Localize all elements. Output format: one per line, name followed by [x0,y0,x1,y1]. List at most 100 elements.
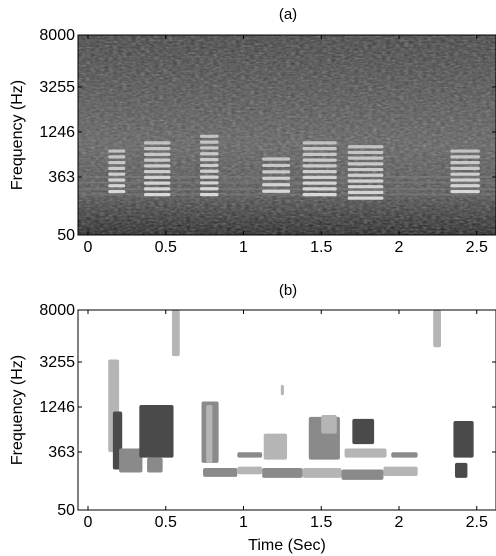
harmonic-stripe [450,155,480,159]
segment-light [321,415,337,434]
harmonic-stripe [199,158,219,162]
harmonic-stripe [450,161,480,165]
background-streak [78,188,496,191]
harmonic-stripe [143,147,171,151]
harmonic-stripe [108,155,126,159]
y-axis-label-b: Frequency (Hz) [9,355,26,465]
y-tick-label: 1246 [39,399,75,416]
y-tick-label: 50 [57,227,75,244]
x-tick-label: 1.5 [310,514,332,531]
segment-dark [139,405,174,458]
harmonic-stripe [199,163,219,168]
segment-mid [203,468,238,477]
harmonic-stripe [347,179,384,183]
harmonic-stripe [450,166,480,171]
harmonic-stripe [347,173,384,177]
harmonic-stripe [143,187,171,191]
harmonic-stripe [108,161,126,165]
segment-light [383,466,418,476]
y-tick-label: 3255 [39,79,75,96]
harmonic-stripe [143,175,171,179]
harmonic-stripe [302,152,337,156]
panel-b-title: (b) [279,282,297,299]
harmonic-stripe [302,147,337,151]
harmonic-stripe [143,158,171,162]
harmonic-stripe [450,178,480,182]
harmonic-stripe [199,181,219,185]
harmonic-stripe [199,152,219,156]
x-tick-label: 2 [395,514,404,531]
harmonic-stripe [450,189,480,194]
background-streak [78,193,496,196]
harmonic-stripe [302,187,337,191]
segment-light [263,433,288,460]
x-axis-label: Time (Sec) [248,537,326,554]
segment-mid [262,468,303,478]
x-tick-label: 0 [84,239,93,256]
x-tick-label: 0 [84,514,93,531]
segment-mid [119,448,143,473]
x-tick-label: 0.5 [155,239,177,256]
y-tick-label: 50 [57,502,75,519]
harmonic-stripe [199,134,219,138]
segment-dark [352,418,375,445]
y-axis-label-a: Frequency (Hz) [9,80,26,190]
harmonic-stripe [199,193,219,197]
x-tick-label: 1 [239,514,248,531]
x-tick-label: 2 [395,239,404,256]
segment-dark [453,420,474,458]
y-tick-label: 8000 [39,27,75,44]
harmonic-stripe [262,176,291,180]
harmonic-stripe [262,163,291,168]
harmonic-stripe [199,187,219,191]
harmonic-stripe [143,152,171,156]
harmonic-stripe [199,175,219,179]
harmonic-stripe [347,167,384,172]
harmonic-stripe [347,145,384,149]
segment-mid [237,452,263,458]
harmonic-stripe [143,170,171,174]
harmonic-stripe [199,169,219,173]
harmonic-stripe [262,170,291,174]
panel-a-frame [77,34,496,236]
y-tick-label: 8000 [39,302,75,319]
x-tick-label: 2.5 [466,514,488,531]
y-tick-label: 363 [48,169,75,186]
harmonic-stripe [347,196,384,200]
harmonic-stripe [108,172,126,176]
harmonic-stripe [302,158,337,162]
harmonic-stripe [108,189,126,194]
harmonic-stripe [143,181,171,185]
harmonic-stripe [302,181,337,185]
harmonic-stripe [262,157,291,161]
harmonic-stripe [143,141,171,145]
segment-mid [341,469,384,480]
panel-a-title: (a) [279,6,297,23]
harmonic-stripe [347,190,384,195]
harmonic-stripe [450,172,480,176]
segment-dark [454,462,468,478]
segment-light [237,466,263,475]
segment-light [171,310,180,357]
harmonic-stripe [347,156,384,160]
segment-light [302,468,342,478]
segment-mid [147,457,163,473]
harmonic-stripe [302,193,337,197]
segment-light [433,310,441,348]
harmonic-stripe [347,150,384,155]
harmonic-stripe [347,162,384,166]
harmonic-stripe [302,175,337,179]
harmonic-stripe [302,164,337,168]
harmonic-stripe [262,183,291,187]
segment-light [206,405,213,463]
y-tick-label: 1246 [39,124,75,141]
spectrogram-texture [78,35,496,235]
segment-mid [391,452,418,458]
harmonic-stripe [143,164,171,168]
x-tick-label: 1.5 [310,239,332,256]
harmonic-stripe [262,189,291,193]
harmonic-stripe [143,193,171,197]
harmonic-stripe [108,166,126,171]
harmonic-stripe [108,178,126,182]
harmonic-stripe [347,185,384,189]
